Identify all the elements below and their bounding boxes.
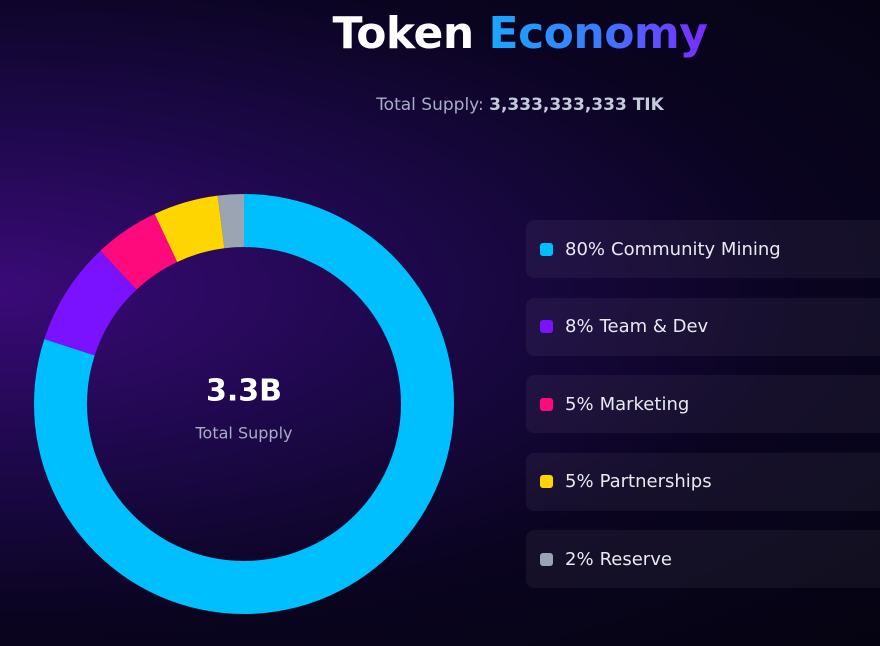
title-highlight: Economy bbox=[488, 8, 708, 59]
legend-item: 8% Team & Dev bbox=[526, 297, 880, 356]
donut-segment bbox=[217, 194, 244, 249]
legend-swatch bbox=[540, 552, 553, 566]
legend-percent: 5% bbox=[565, 471, 594, 492]
donut-segment bbox=[100, 213, 178, 290]
legend-percent: 5% bbox=[565, 393, 594, 415]
title-main: Token bbox=[332, 8, 475, 59]
title: Token Economy bbox=[0, 8, 880, 59]
legend-label: Marketing bbox=[599, 393, 690, 415]
legend-item: 5% Partnerships bbox=[526, 452, 880, 511]
legend-item: 5% Marketing bbox=[526, 375, 880, 433]
legend-percent: 80% bbox=[565, 238, 606, 260]
legend-swatch bbox=[540, 320, 553, 333]
donut-chart: 3.3B Total Supply bbox=[34, 194, 455, 614]
legend-item: 2% Reserve bbox=[526, 530, 880, 588]
subtitle: Total Supply: 3,333,333,333 TIK bbox=[0, 95, 880, 115]
legend-label: Reserve bbox=[599, 548, 672, 570]
subtitle-value: 3,333,333,333 TIK bbox=[489, 95, 664, 115]
center-value: 3.3B bbox=[206, 374, 282, 409]
donut-segment bbox=[154, 195, 225, 262]
legend-item: 80% Community Mining bbox=[526, 220, 880, 278]
legend-percent: 2% bbox=[565, 548, 594, 570]
legend-label: Community Mining bbox=[611, 238, 781, 260]
legend-swatch bbox=[540, 242, 553, 256]
subtitle-label: Total Supply: bbox=[376, 95, 484, 115]
legend-swatch bbox=[540, 397, 553, 411]
donut-segment bbox=[44, 250, 137, 356]
legend-label: Partnerships bbox=[599, 471, 712, 492]
legend-swatch bbox=[540, 475, 553, 488]
legend-label: Team & Dev bbox=[599, 316, 709, 337]
legend-percent: 8% bbox=[565, 316, 594, 337]
center-label: Total Supply bbox=[195, 424, 293, 443]
